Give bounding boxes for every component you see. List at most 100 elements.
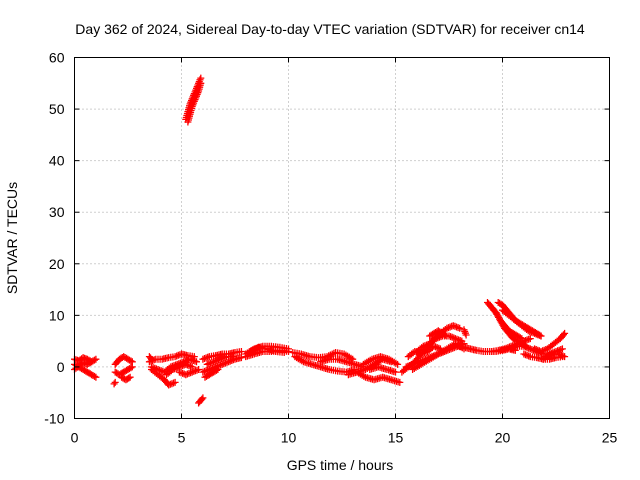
data-points [71, 74, 569, 407]
y-tick-label: 50 [49, 101, 65, 117]
data-point [280, 349, 288, 356]
series-t35 [426, 327, 451, 340]
data-point [237, 354, 245, 362]
chart-title: Day 362 of 2024, Sidereal Day-to-day VTE… [75, 21, 585, 37]
y-tick-label: -10 [44, 411, 64, 427]
data-point [547, 349, 555, 357]
data-point [92, 373, 100, 381]
data-point [148, 363, 155, 371]
data-point [461, 328, 469, 335]
series-t15 [195, 394, 207, 407]
series-t05 [118, 373, 134, 384]
y-tick-label: 60 [49, 50, 65, 66]
data-point [560, 331, 567, 339]
series-t04 [111, 363, 136, 379]
data-point [458, 337, 466, 345]
x-tick-label: 25 [602, 430, 618, 446]
data-point [524, 327, 532, 335]
data-point [148, 355, 155, 363]
data-point [522, 343, 529, 351]
data-point [126, 373, 134, 381]
data-point [462, 331, 470, 339]
data-point [537, 332, 545, 340]
data-point [185, 369, 193, 377]
data-point [197, 79, 205, 87]
y-axis-label: SDTVAR / TECUs [4, 182, 20, 294]
data-point [195, 366, 203, 373]
data-point [210, 358, 218, 366]
y-tick-label: 10 [49, 307, 65, 323]
plot-frame [74, 57, 610, 419]
data-point [526, 335, 534, 343]
data-point [206, 359, 214, 367]
data-point [421, 342, 429, 350]
grid-lines [74, 57, 610, 419]
data-point [507, 345, 515, 353]
data-point [203, 360, 211, 368]
data-point [198, 395, 206, 403]
series-t19 [203, 353, 237, 368]
data-point [165, 381, 173, 389]
x-tick-label: 0 [71, 430, 79, 446]
tick-labels: 0 5 10 15 20 25 -10 0 10 20 30 40 50 60 [44, 50, 617, 446]
data-point [419, 349, 427, 357]
data-point [221, 353, 229, 361]
series-t47 [539, 345, 566, 363]
data-point [404, 362, 412, 370]
series-t10 [163, 360, 196, 379]
series-t22 [246, 343, 288, 356]
data-point [193, 366, 201, 374]
data-point [191, 357, 199, 365]
data-point [540, 346, 548, 354]
data-point [443, 324, 451, 332]
data-point [213, 357, 221, 364]
data-point [182, 371, 190, 379]
data-point [461, 329, 469, 337]
data-point [237, 348, 245, 355]
data-point [91, 372, 98, 380]
y-tick-label: 0 [57, 359, 65, 375]
data-point [173, 352, 181, 360]
data-point [527, 328, 535, 336]
data-point [110, 380, 118, 388]
data-point [193, 358, 200, 366]
data-point [432, 343, 440, 351]
data-point [86, 359, 94, 367]
data-point [561, 329, 569, 337]
data-point [523, 336, 531, 344]
data-point [128, 363, 136, 371]
data-point [213, 366, 220, 374]
x-tick-label: 10 [281, 430, 297, 446]
data-point [154, 366, 162, 373]
series-t11 [175, 366, 203, 379]
data-point [185, 362, 193, 370]
data-point [555, 346, 563, 354]
x-tick-label: 5 [178, 430, 186, 446]
data-point [394, 360, 402, 368]
y-tick-label: 20 [49, 256, 65, 272]
data-point [199, 368, 207, 376]
data-point [127, 364, 135, 372]
data-point [171, 378, 179, 386]
data-point [531, 329, 539, 337]
data-point [204, 353, 212, 361]
data-point [523, 351, 531, 359]
data-point [520, 350, 528, 358]
data-point [552, 348, 560, 355]
series-t41 [499, 306, 545, 340]
series-t18 [201, 366, 222, 381]
series-t43 [507, 342, 547, 358]
data-point [432, 335, 440, 343]
data-point [454, 324, 462, 332]
data-point [392, 368, 399, 376]
data-point [125, 374, 133, 382]
data-point [510, 344, 518, 352]
series-t12 [145, 353, 155, 363]
data-point [147, 354, 154, 362]
data-point [92, 355, 100, 363]
data-point [214, 366, 222, 373]
data-point [456, 324, 464, 332]
series-t34 [409, 340, 468, 373]
y-tick-label: 40 [49, 153, 65, 169]
data-point [88, 358, 96, 366]
